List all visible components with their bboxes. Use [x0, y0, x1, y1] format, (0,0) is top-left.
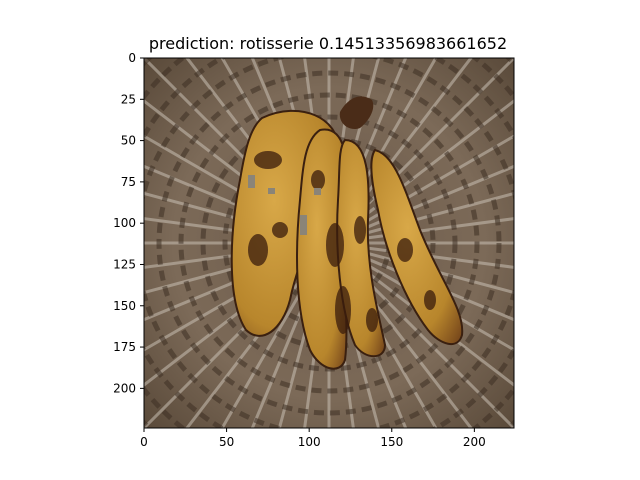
y-tick-label: 175	[113, 340, 136, 354]
x-tick-label: 200	[463, 435, 486, 449]
x-axis: 0 50 100 150 200	[140, 428, 486, 449]
x-tick-label: 100	[298, 435, 321, 449]
x-tick-label: 50	[219, 435, 234, 449]
banana-bunch	[230, 96, 464, 370]
y-tick-label: 200	[113, 381, 136, 395]
banana-right	[370, 148, 464, 345]
y-axis: 0 25 50 75 100 125 150 175 200	[113, 51, 144, 395]
occlusion-patches	[248, 175, 321, 235]
banana-stem	[339, 96, 374, 130]
x-tick-label: 150	[380, 435, 403, 449]
y-tick-label: 50	[121, 134, 136, 148]
y-tick-label: 100	[113, 216, 136, 230]
x-tick-label: 0	[140, 435, 148, 449]
y-tick-label: 125	[113, 257, 136, 271]
axes-frame	[143, 57, 515, 429]
photo-banana-basket	[144, 58, 514, 428]
chart-title: prediction: rotisserie 0.145133569836616…	[149, 34, 507, 53]
y-tick-label: 0	[128, 51, 136, 65]
y-tick-label: 75	[121, 175, 136, 189]
y-tick-label: 150	[113, 299, 136, 313]
banana-spots	[248, 151, 436, 334]
y-tick-label: 25	[121, 92, 136, 106]
